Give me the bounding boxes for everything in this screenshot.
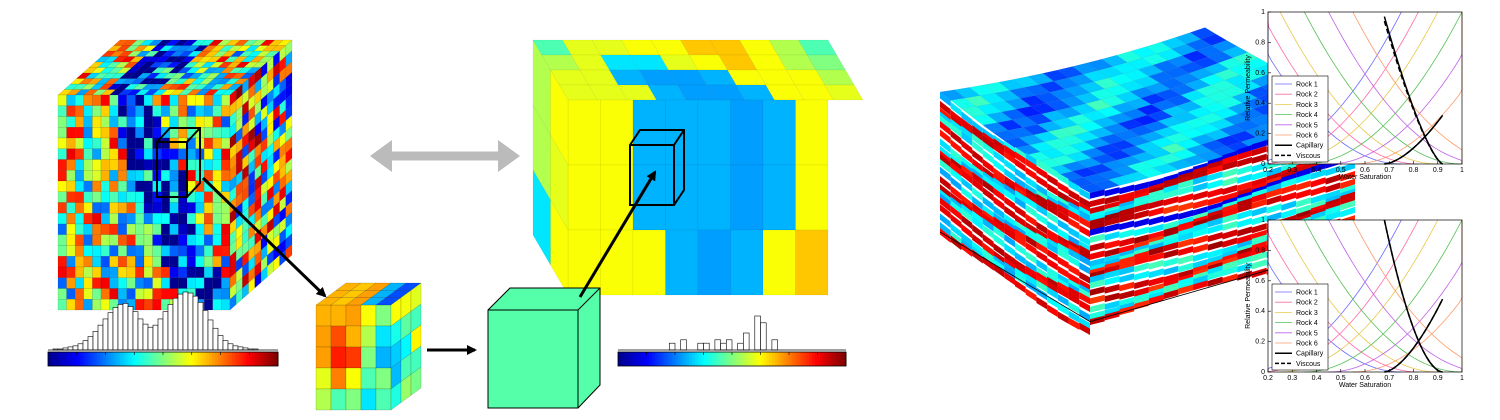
y-tick-label: 0.8 <box>1255 247 1265 254</box>
legend-entry: Rock 5 <box>1296 330 1318 337</box>
fine-selection-box <box>156 141 188 198</box>
y-axis-label: Relative Permeability <box>1245 55 1252 121</box>
rel-perm-plot-top: 0.2 0.3 0.4 0.5 0.6 0.7 0.8 0.9 100.20.40.60.81W… <box>1245 9 1464 181</box>
legend-entry: Rock 2 <box>1296 92 1318 99</box>
x-tick-label: 0.8 <box>1409 375 1419 382</box>
legend-entry: Rock 4 <box>1296 320 1318 327</box>
legend-entry: Rock 4 <box>1296 112 1318 119</box>
arrow-upscaled-to-coarse <box>578 170 657 298</box>
x-tick-label: 0.6 <box>1360 375 1370 382</box>
legend-entry: Viscous <box>1296 153 1321 160</box>
x-axis-label: Water Saturation <box>1339 382 1391 389</box>
y-tick-label: 0.6 <box>1255 278 1265 285</box>
legend-entry: Rock 6 <box>1296 341 1318 348</box>
x-tick-label: 0.4 <box>1312 375 1322 382</box>
x-axis-label: Water Saturation <box>1339 174 1391 181</box>
coarse-selection-box <box>629 129 685 206</box>
y-axis-label: Relative Permeability <box>1245 263 1252 329</box>
coarse-histogram <box>618 315 846 351</box>
legend-entry: Rock 6 <box>1296 133 1318 140</box>
x-tick-label: 0.4 <box>1312 167 1322 174</box>
rel-perm-plot-bottom: 0.2 0.3 0.4 0.5 0.6 0.7 0.8 0.9 100.20.40.60.81W… <box>1245 217 1464 389</box>
legend-entry: Capillary <box>1296 143 1324 150</box>
x-tick-label: 0.9 <box>1433 375 1443 382</box>
x-tick-label: 0.5 <box>1336 167 1346 174</box>
x-tick-label: 1 <box>1460 167 1464 174</box>
legend-entry: Rock 5 <box>1296 122 1318 129</box>
legend-box <box>1271 75 1329 163</box>
y-tick-label: 0.2 <box>1255 339 1265 346</box>
x-tick-label: 0.5 <box>1336 375 1346 382</box>
legend-entry: Rock 1 <box>1296 82 1318 89</box>
layered-reservoir-surface <box>939 27 1356 335</box>
y-tick-label: 0.8 <box>1255 39 1265 46</box>
legend-entry: Capillary <box>1296 351 1324 358</box>
legend-entry: Rock 3 <box>1296 102 1318 109</box>
coarse-colorbar <box>617 351 847 367</box>
x-tick-label: 0.2 <box>1263 167 1273 174</box>
y-tick-label: 1 <box>1261 9 1265 16</box>
fine-colorbar <box>47 351 279 367</box>
x-tick-label: 0.6 <box>1360 167 1370 174</box>
x-tick-label: 0.2 <box>1263 375 1273 382</box>
legend-entry: Rock 1 <box>1296 290 1318 297</box>
y-tick-label: 0 <box>1261 161 1265 168</box>
x-tick-label: 1 <box>1460 375 1464 382</box>
subblock-cube <box>315 282 422 411</box>
x-tick-label: 0.9 <box>1433 167 1443 174</box>
fine-histogram <box>48 291 278 351</box>
y-tick-label: 0.2 <box>1255 131 1265 138</box>
legend-box <box>1271 283 1329 371</box>
legend-entry: Rock 3 <box>1296 310 1318 317</box>
legend-entry: Rock 2 <box>1296 300 1318 307</box>
y-tick-label: 1 <box>1261 217 1265 224</box>
y-tick-label: 0.6 <box>1255 70 1265 77</box>
x-tick-label: 0.3 <box>1287 375 1297 382</box>
x-tick-label: 0.7 <box>1384 375 1394 382</box>
y-tick-label: 0.4 <box>1255 308 1265 315</box>
double-arrow-icon <box>370 140 520 172</box>
x-tick-label: 0.7 <box>1384 167 1394 174</box>
legend-entry: Viscous <box>1296 361 1321 368</box>
fine-grid-cube <box>57 39 293 311</box>
y-tick-label: 0.4 <box>1255 100 1265 107</box>
y-tick-label: 0 <box>1261 369 1265 376</box>
x-tick-label: 0.3 <box>1287 167 1297 174</box>
coarse-grid-cube <box>532 39 864 296</box>
x-tick-label: 0.8 <box>1409 167 1419 174</box>
upscaled-block-cube <box>487 287 601 409</box>
arrow-fine-to-subblock <box>201 176 327 298</box>
